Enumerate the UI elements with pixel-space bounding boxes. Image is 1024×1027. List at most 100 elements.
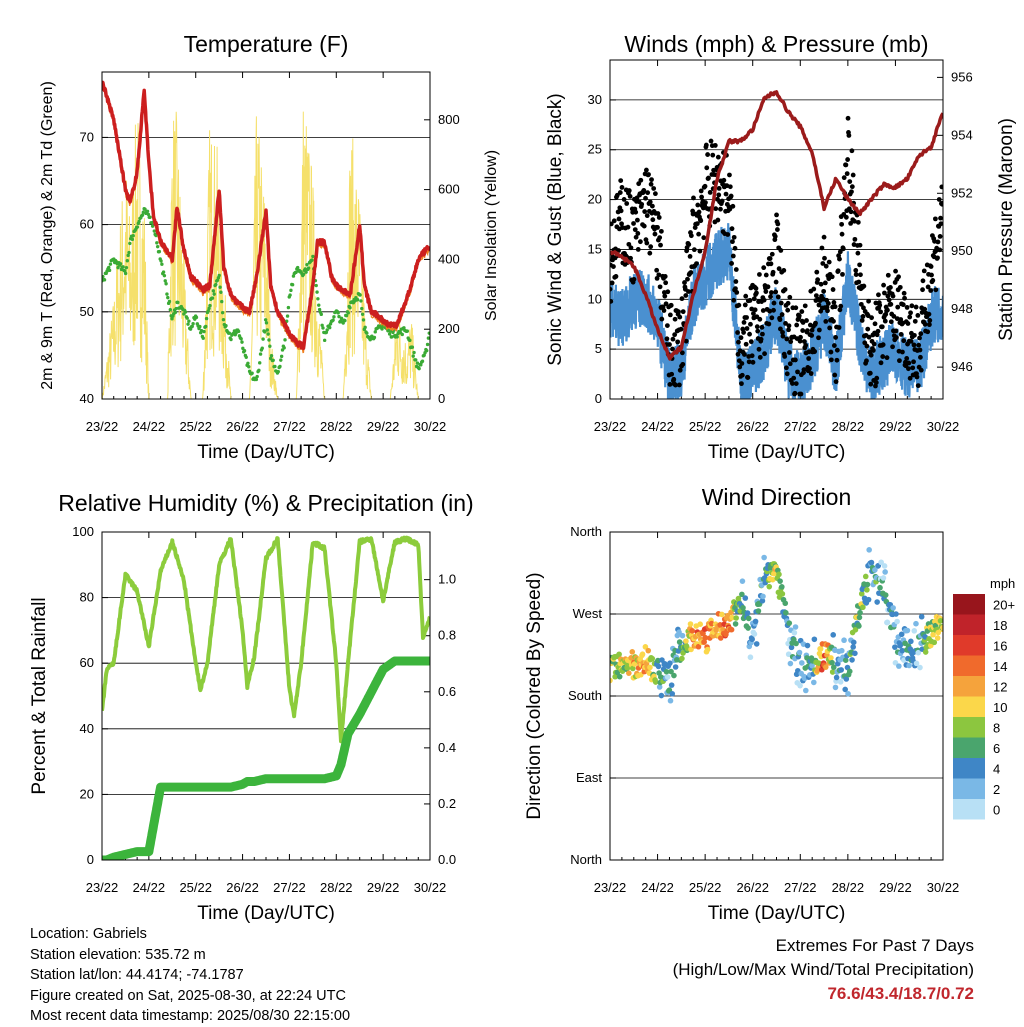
gust-point	[635, 231, 641, 236]
panel-title: Temperature (F)	[184, 31, 349, 57]
gust-point	[753, 286, 759, 291]
gust-point	[655, 211, 661, 216]
gust-point	[656, 215, 662, 220]
gust-point	[888, 319, 894, 325]
gust-point	[643, 195, 648, 201]
gust-point	[731, 297, 737, 303]
gust-point	[909, 303, 915, 309]
gust-point	[611, 218, 617, 224]
x-tick-label: 24/22	[133, 880, 166, 895]
x-tick-label: 29/22	[879, 419, 912, 434]
direction-point	[937, 618, 943, 624]
direction-point	[906, 662, 912, 669]
dewpoint-point	[361, 318, 366, 322]
gust-point	[911, 342, 917, 348]
gust-point	[871, 341, 877, 347]
gust-point	[840, 246, 846, 252]
dewpoint-point	[183, 310, 188, 314]
gust-point	[627, 193, 633, 199]
direction-point	[915, 649, 922, 656]
gust-point	[926, 322, 932, 328]
gust-point	[898, 317, 904, 322]
gust-point	[865, 326, 871, 332]
gust-point	[890, 293, 896, 299]
y-tick-label: East	[576, 770, 602, 785]
dewpoint-point	[271, 358, 275, 362]
gust-point	[703, 200, 708, 205]
dewpoint-point	[365, 331, 369, 335]
direction-point	[832, 684, 839, 691]
direction-point	[672, 664, 679, 670]
direction-point	[913, 660, 920, 667]
dewpoint-point	[244, 355, 248, 359]
y2-tick-label: 946	[951, 359, 973, 374]
dewpoint-point	[372, 335, 377, 340]
y2-tick-label: 948	[951, 301, 973, 316]
dewpoint-point	[339, 316, 344, 321]
gust-point	[734, 290, 740, 295]
dewpoint-point	[359, 299, 363, 303]
direction-point	[688, 646, 694, 653]
gust-point	[780, 329, 785, 335]
direction-point	[732, 621, 739, 627]
dewpoint-point	[152, 229, 156, 233]
direction-point	[865, 596, 872, 603]
gust-point	[793, 305, 799, 311]
gust-point	[731, 234, 737, 240]
gust-point	[833, 335, 839, 340]
direction-point	[739, 578, 746, 584]
gust-point	[893, 328, 899, 334]
gust-point	[649, 203, 655, 209]
direction-point	[645, 647, 652, 654]
humidity-precip-panel: Relative Humidity (%) & Precipitation (i…	[29, 490, 474, 924]
gust-point	[826, 259, 832, 265]
legend-swatch	[953, 778, 985, 799]
gust-point	[925, 284, 931, 290]
gust-point	[774, 212, 779, 218]
gust-point	[676, 382, 682, 388]
dewpoint-point	[400, 332, 404, 337]
dewpoint-point	[425, 348, 429, 353]
gust-point	[917, 335, 922, 341]
dewpoint-point	[234, 331, 238, 335]
gust-point	[912, 318, 918, 324]
gust-point	[636, 181, 642, 187]
gust-point	[804, 328, 810, 334]
dewpoint-point	[198, 324, 202, 329]
gust-point	[778, 300, 784, 306]
gust-point	[625, 224, 631, 230]
gust-point	[823, 318, 829, 324]
dewpoint-point	[317, 303, 321, 307]
gust-point	[915, 313, 921, 318]
dewpoint-point	[358, 293, 362, 297]
x-tick-label: 25/22	[689, 880, 722, 895]
gust-point	[668, 302, 674, 308]
direction-point	[614, 669, 621, 676]
gust-point	[721, 177, 727, 183]
x-tick-label: 29/22	[367, 419, 400, 434]
gust-point	[783, 320, 788, 326]
dewpoint-point	[123, 271, 128, 276]
dewpoint-point	[425, 342, 430, 347]
gust-point	[876, 292, 881, 298]
gust-point	[846, 133, 852, 138]
y-tick-label: 40	[80, 391, 94, 406]
gust-point	[743, 341, 749, 347]
dewpoint-point	[263, 330, 267, 334]
gust-point	[918, 354, 923, 360]
gust-point	[670, 336, 676, 342]
gust-point	[697, 248, 703, 254]
x-tick-label: 28/22	[320, 419, 353, 434]
gust-point	[843, 214, 849, 220]
direction-point	[639, 651, 646, 657]
gust-point	[910, 365, 916, 371]
gust-point	[917, 347, 923, 353]
gust-point	[756, 346, 762, 352]
gust-point	[741, 319, 747, 325]
direction-point	[849, 657, 855, 663]
gust-point	[617, 190, 623, 195]
gust-point	[742, 352, 747, 357]
gust-point	[775, 294, 781, 300]
dewpoint-point	[250, 371, 254, 375]
gust-point	[754, 324, 760, 330]
